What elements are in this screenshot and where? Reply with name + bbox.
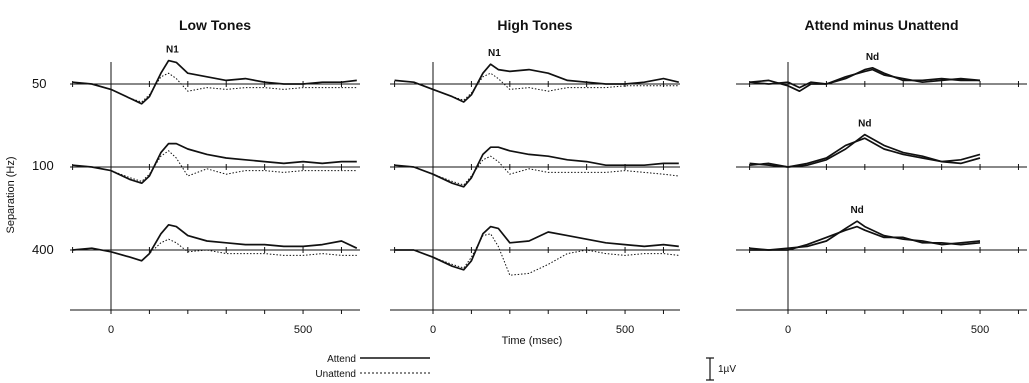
series-attend [394, 146, 679, 188]
series-unattend [394, 233, 679, 276]
tick-label: 0 [785, 324, 791, 336]
scale-bar: 1µV [706, 357, 736, 381]
series-attend [394, 225, 679, 271]
series-attend [72, 59, 357, 105]
series-trace-b [749, 137, 981, 168]
legend: Attend Unattend [315, 354, 430, 380]
peak-label: Nd [858, 119, 871, 130]
series-attend [72, 142, 357, 185]
series-unattend [72, 72, 357, 103]
series-trace-a [749, 66, 980, 93]
peak-label: N1 [166, 45, 179, 56]
panel-title: Low Tones [179, 17, 251, 33]
scale-bar-label: 1µV [718, 364, 736, 375]
tick-label: 500 [294, 324, 312, 336]
row-label-100: 100 [32, 158, 54, 173]
series-attend [394, 63, 679, 103]
series-unattend [394, 155, 679, 186]
row-label-400: 400 [32, 242, 54, 257]
series-trace-b [749, 225, 981, 251]
tick-label: 500 [971, 324, 989, 336]
legend-label-unattend: Unattend [315, 369, 356, 380]
panel-1: High Tones 0 500 N1 [390, 17, 680, 336]
tick-label: 0 [108, 324, 114, 336]
row-label-50: 50 [32, 76, 46, 91]
panel-0: Low Tones 0 500 N1 [70, 17, 360, 336]
panels-layer: Low Tones 0 500 N1 High Tones 0 500 N1 Attend mi… [70, 17, 1027, 336]
series-unattend [72, 238, 357, 262]
series-trace-b [749, 68, 981, 89]
peak-label: Nd [866, 52, 879, 63]
series-unattend [394, 72, 679, 101]
series-trace-a [749, 220, 981, 251]
series-attend [72, 223, 358, 262]
peak-label: N1 [488, 48, 501, 59]
panel-title: Attend minus Unattend [805, 17, 959, 33]
y-axis-title: Separation (Hz) [5, 156, 17, 233]
peak-label: Nd [850, 205, 863, 216]
x-axis-title: Time (msec) [502, 335, 563, 347]
panel-title: High Tones [497, 17, 572, 33]
panel-2: Attend minus Unattend 0 500 Nd Nd Nd [736, 17, 1027, 336]
tick-label: 0 [430, 324, 436, 336]
legend-label-attend: Attend [327, 354, 356, 365]
tick-label: 500 [616, 324, 634, 336]
